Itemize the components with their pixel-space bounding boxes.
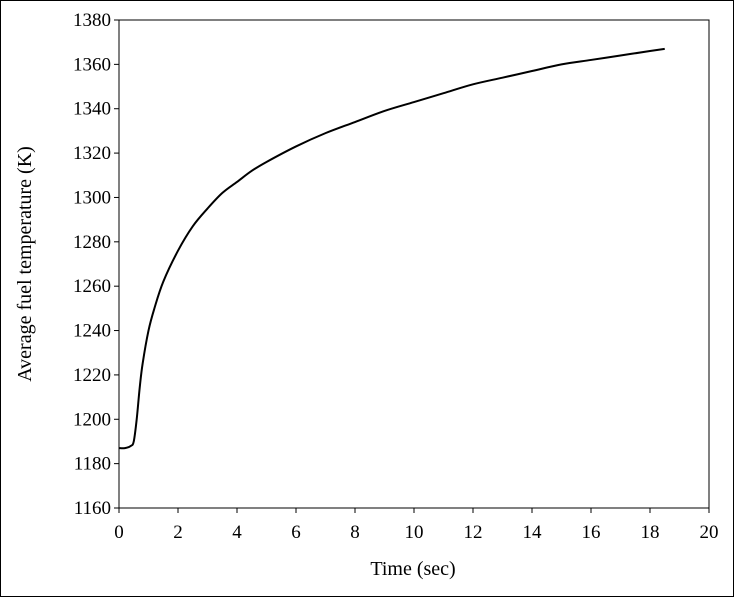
series-layer: [118, 47, 665, 450]
y-tick-label: 1220: [73, 365, 111, 386]
y-tick-label: 1340: [73, 99, 111, 120]
x-tick-label: 16: [582, 522, 601, 543]
x-tick-label: 6: [291, 522, 301, 543]
y-tick-label: 1280: [73, 232, 111, 253]
x-tick-label: 14: [523, 522, 543, 543]
y-tick-label: 1160: [74, 498, 111, 519]
y-axis-title: Average fuel temperature (K): [14, 146, 36, 382]
y-tick-label: 1240: [73, 321, 111, 342]
x-tick-label: 20: [700, 522, 719, 543]
y-tick-label: 1200: [73, 409, 111, 430]
y-tick-label: 1320: [73, 143, 111, 164]
x-tick-label: 18: [641, 522, 660, 543]
series-line: [118, 47, 665, 450]
x-tick-label: 0: [114, 522, 124, 543]
x-tick-label: 10: [405, 522, 424, 543]
plot-area: [118, 19, 710, 509]
y-tick-label: 1360: [73, 54, 111, 75]
x-tick-label: 4: [232, 522, 242, 543]
x-tick-label: 12: [464, 522, 483, 543]
x-tick-label: 2: [173, 522, 183, 543]
x-axis-title: Time (sec): [370, 558, 455, 580]
x-tick-label: 8: [350, 522, 360, 543]
y-tick-label: 1380: [73, 10, 111, 31]
y-tick-label: 1260: [73, 276, 111, 297]
y-tick-label: 1300: [73, 187, 111, 208]
y-axis-ticks: 1160 1180 1200 1220 1240 1260 1280 1300 1320 1340…: [73, 10, 119, 519]
y-tick-label: 1180: [74, 454, 111, 475]
x-axis-ticks: 0 2 4 6 8 10 12 14 16 18 20: [114, 508, 719, 543]
